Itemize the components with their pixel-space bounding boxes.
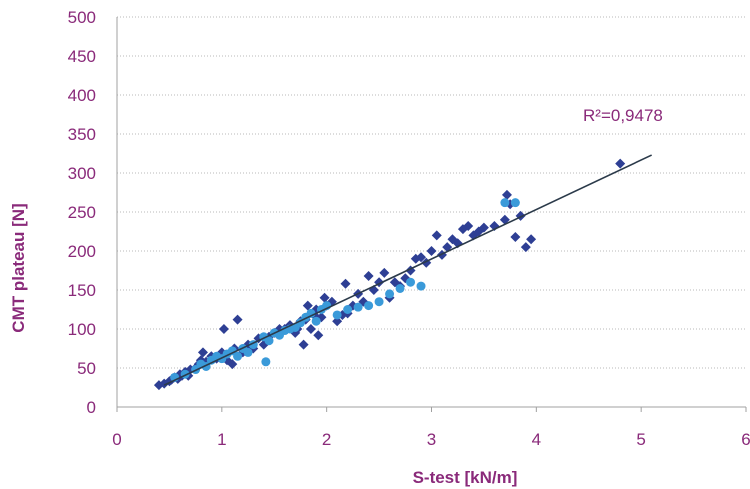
x-tick-label: 1 [217, 430, 226, 449]
data-point-circle [233, 351, 243, 361]
data-point-circle [261, 357, 271, 367]
data-point-diamond [298, 339, 309, 350]
data-point-circle [510, 198, 520, 208]
data-point-diamond [526, 234, 537, 245]
data-point-diamond [340, 278, 351, 289]
data-point-circle [364, 301, 374, 311]
data-point-diamond [302, 300, 313, 311]
y-tick-label: 50 [77, 359, 96, 378]
data-point-circle [264, 336, 274, 346]
data-point-diamond [416, 252, 427, 263]
y-tick-label: 0 [87, 398, 96, 417]
y-tick-label: 350 [68, 125, 96, 144]
y-tick-label: 450 [68, 47, 96, 66]
y-tick-label: 500 [68, 8, 96, 27]
data-point-circle [343, 305, 353, 314]
y-tick-label: 200 [68, 242, 96, 261]
data-point-diamond [218, 324, 229, 334]
x-tick-labels: 0 1 2 3 4 5 6 [112, 430, 750, 449]
data-point-diamond [305, 324, 316, 334]
data-point-circle [374, 297, 384, 307]
data-point-circle [416, 281, 426, 291]
x-tick-label: 3 [427, 430, 436, 449]
x-tick-label: 4 [532, 430, 541, 449]
x-tick-label: 2 [322, 430, 331, 449]
data-point-diamond [426, 246, 437, 256]
data-point-diamond [431, 230, 442, 241]
y-axis-title: CMT plateau [N] [9, 203, 28, 332]
data-point-diamond [478, 222, 489, 233]
trendline-line [163, 154, 652, 386]
data-point-circle [243, 347, 253, 357]
data-point-circle [311, 316, 321, 326]
data-point-diamond [232, 314, 243, 325]
data-point-circle [385, 289, 395, 299]
trendline [163, 154, 652, 386]
data-point-diamond [510, 231, 521, 242]
data-point-diamond [463, 221, 474, 232]
r-squared-annotation: R²=0,9478 [583, 106, 663, 125]
data-point-diamond [379, 267, 390, 278]
data-point-circle [500, 198, 510, 208]
y-tick-labels: 0 50 100 150 200 250 300 350 400 450 500 [68, 8, 96, 417]
x-tick-label: 5 [636, 430, 645, 449]
x-tick-label: 0 [112, 430, 121, 449]
y-tick-label: 250 [68, 203, 96, 222]
x-axis-title: S-test [kN/m] [413, 468, 518, 487]
y-tick-label: 100 [68, 320, 96, 339]
y-tick-label: 150 [68, 281, 96, 300]
data-point-circle [353, 302, 363, 312]
data-point-diamond [313, 330, 324, 341]
data-point-diamond [197, 347, 208, 358]
data-point-diamond [520, 242, 531, 253]
data-point-diamond [410, 253, 421, 264]
grid-lines [117, 16, 746, 369]
x-tick-label: 6 [741, 430, 750, 449]
y-tick-label: 400 [68, 86, 96, 105]
data-point-diamond [363, 270, 374, 281]
data-point-diamond [501, 189, 512, 200]
data-point-diamond [615, 158, 626, 169]
data-point-diamond [227, 359, 238, 370]
data-point-diamond [319, 292, 330, 303]
axes [116, 17, 747, 412]
data-points [153, 158, 626, 391]
data-point-circle [332, 310, 342, 320]
data-point-circle [395, 283, 405, 293]
y-tick-label: 300 [68, 164, 96, 183]
data-point-circle [406, 277, 416, 287]
